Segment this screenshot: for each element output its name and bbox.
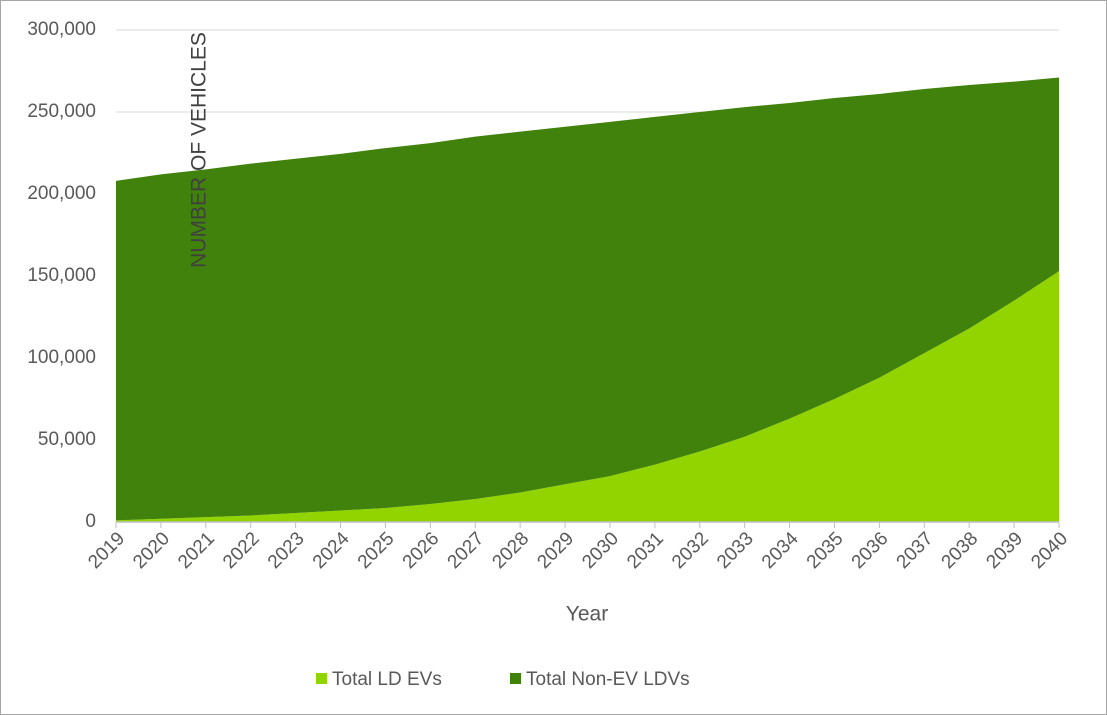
legend-swatch	[316, 673, 327, 684]
area	[116, 271, 1059, 522]
legend-label: Total LD EVs	[332, 669, 442, 690]
legend-swatch	[510, 673, 521, 684]
legend: Total LD EVs Total Non-EV LDVs	[316, 669, 690, 690]
y-axis-label: NUMBER OF VEHICLES	[188, 32, 211, 268]
legend-label: Total Non-EV LDVs	[526, 669, 690, 690]
y-tick-label: 100,000	[27, 347, 96, 368]
y-tick-label: 250,000	[27, 101, 96, 122]
areas	[116, 77, 1059, 522]
y-tick-label: 300,000	[27, 19, 96, 40]
y-tick-label: 50,000	[38, 429, 96, 450]
y-tick-label: 200,000	[27, 183, 96, 204]
y-tick-label: 150,000	[27, 265, 96, 286]
area	[116, 77, 1059, 521]
y-tick-label: 0	[85, 511, 96, 532]
x-axis-label: Year	[566, 603, 608, 626]
